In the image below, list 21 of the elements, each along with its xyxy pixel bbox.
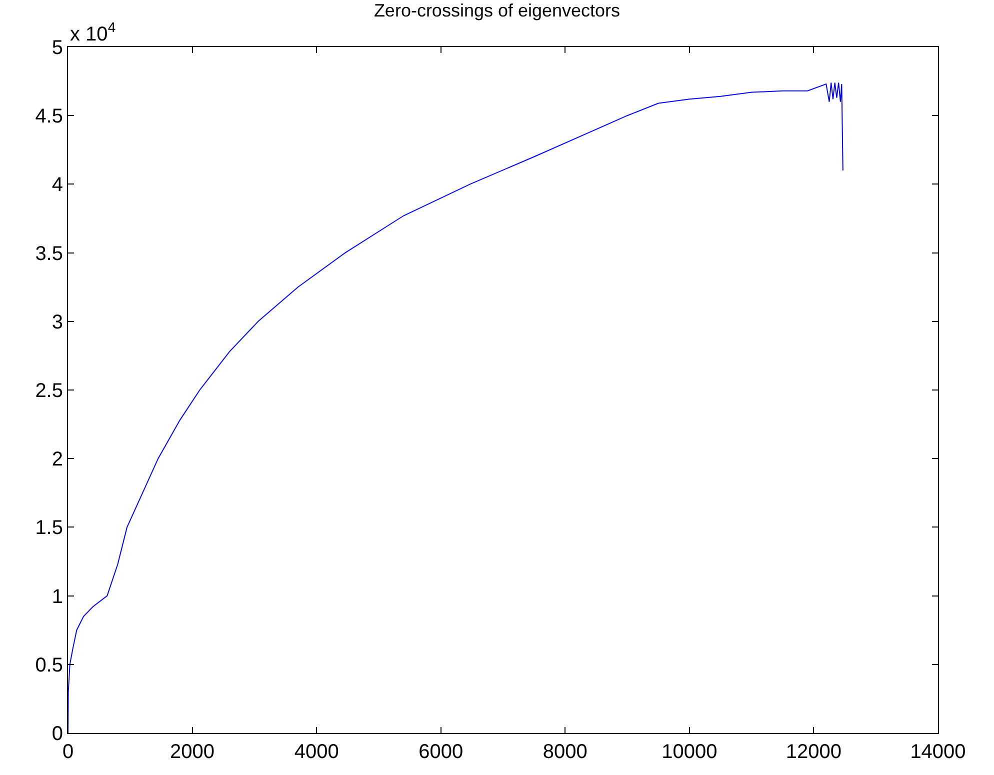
y-tick-label: 0.5 xyxy=(35,654,63,676)
y-tick-label: 5 xyxy=(52,37,63,59)
x-tick-label: 10000 xyxy=(662,741,718,763)
y-tick-label: 4 xyxy=(52,174,63,196)
y-tick-label: 2.5 xyxy=(35,380,63,402)
line-series xyxy=(68,82,844,733)
y-tick-label: 3 xyxy=(52,311,63,334)
x-tick-label: 12000 xyxy=(786,741,842,763)
x-tick-label: 8000 xyxy=(542,741,588,763)
y-tick-label: 0 xyxy=(52,723,63,745)
y-tick-label: 2 xyxy=(52,448,63,471)
y-tick-label: 3.5 xyxy=(35,242,63,265)
x-tick-label: 2000 xyxy=(170,741,215,763)
x-tick-label: 14000 xyxy=(910,741,966,763)
text: x 10$^{4}$ xyxy=(70,19,116,46)
y-tick-label: 1.5 xyxy=(35,517,63,540)
chart-title: Zero-crossings of eigenvectors xyxy=(374,0,620,20)
y-tick-label: 4.5 xyxy=(35,106,63,128)
x-tick-label: 4000 xyxy=(294,741,339,763)
y-tick-label: 1 xyxy=(52,586,63,608)
x-tick-label: 6000 xyxy=(418,741,464,763)
